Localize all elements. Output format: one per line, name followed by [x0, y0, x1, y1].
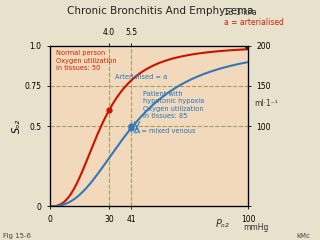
Y-axis label: Sₒ₂: Sₒ₂	[12, 119, 21, 133]
Text: mmHg: mmHg	[243, 223, 268, 232]
Text: Normal person
Oxygen utilization
in tissues: 50: Normal person Oxygen utilization in tiss…	[56, 50, 116, 72]
Text: ml·1⁻¹: ml·1⁻¹	[254, 99, 277, 108]
Text: Arterialised = a: Arterialised = a	[115, 74, 167, 80]
Text: Fig 15-6: Fig 15-6	[3, 233, 31, 239]
Text: 13.3 kPa: 13.3 kPa	[224, 8, 257, 18]
Text: Patient with
hypotonic hypoxia
Oxygen utilization
in tissues: 85: Patient with hypotonic hypoxia Oxygen ut…	[143, 91, 204, 119]
Text: Chronic Bronchitis And Emphysema: Chronic Bronchitis And Emphysema	[67, 6, 253, 16]
Text: a = arterialised: a = arterialised	[224, 18, 284, 27]
Text: kMc: kMc	[296, 233, 310, 239]
Text: Pₒ₂: Pₒ₂	[216, 219, 229, 229]
Text: β = mixed venous: β = mixed venous	[135, 128, 196, 134]
